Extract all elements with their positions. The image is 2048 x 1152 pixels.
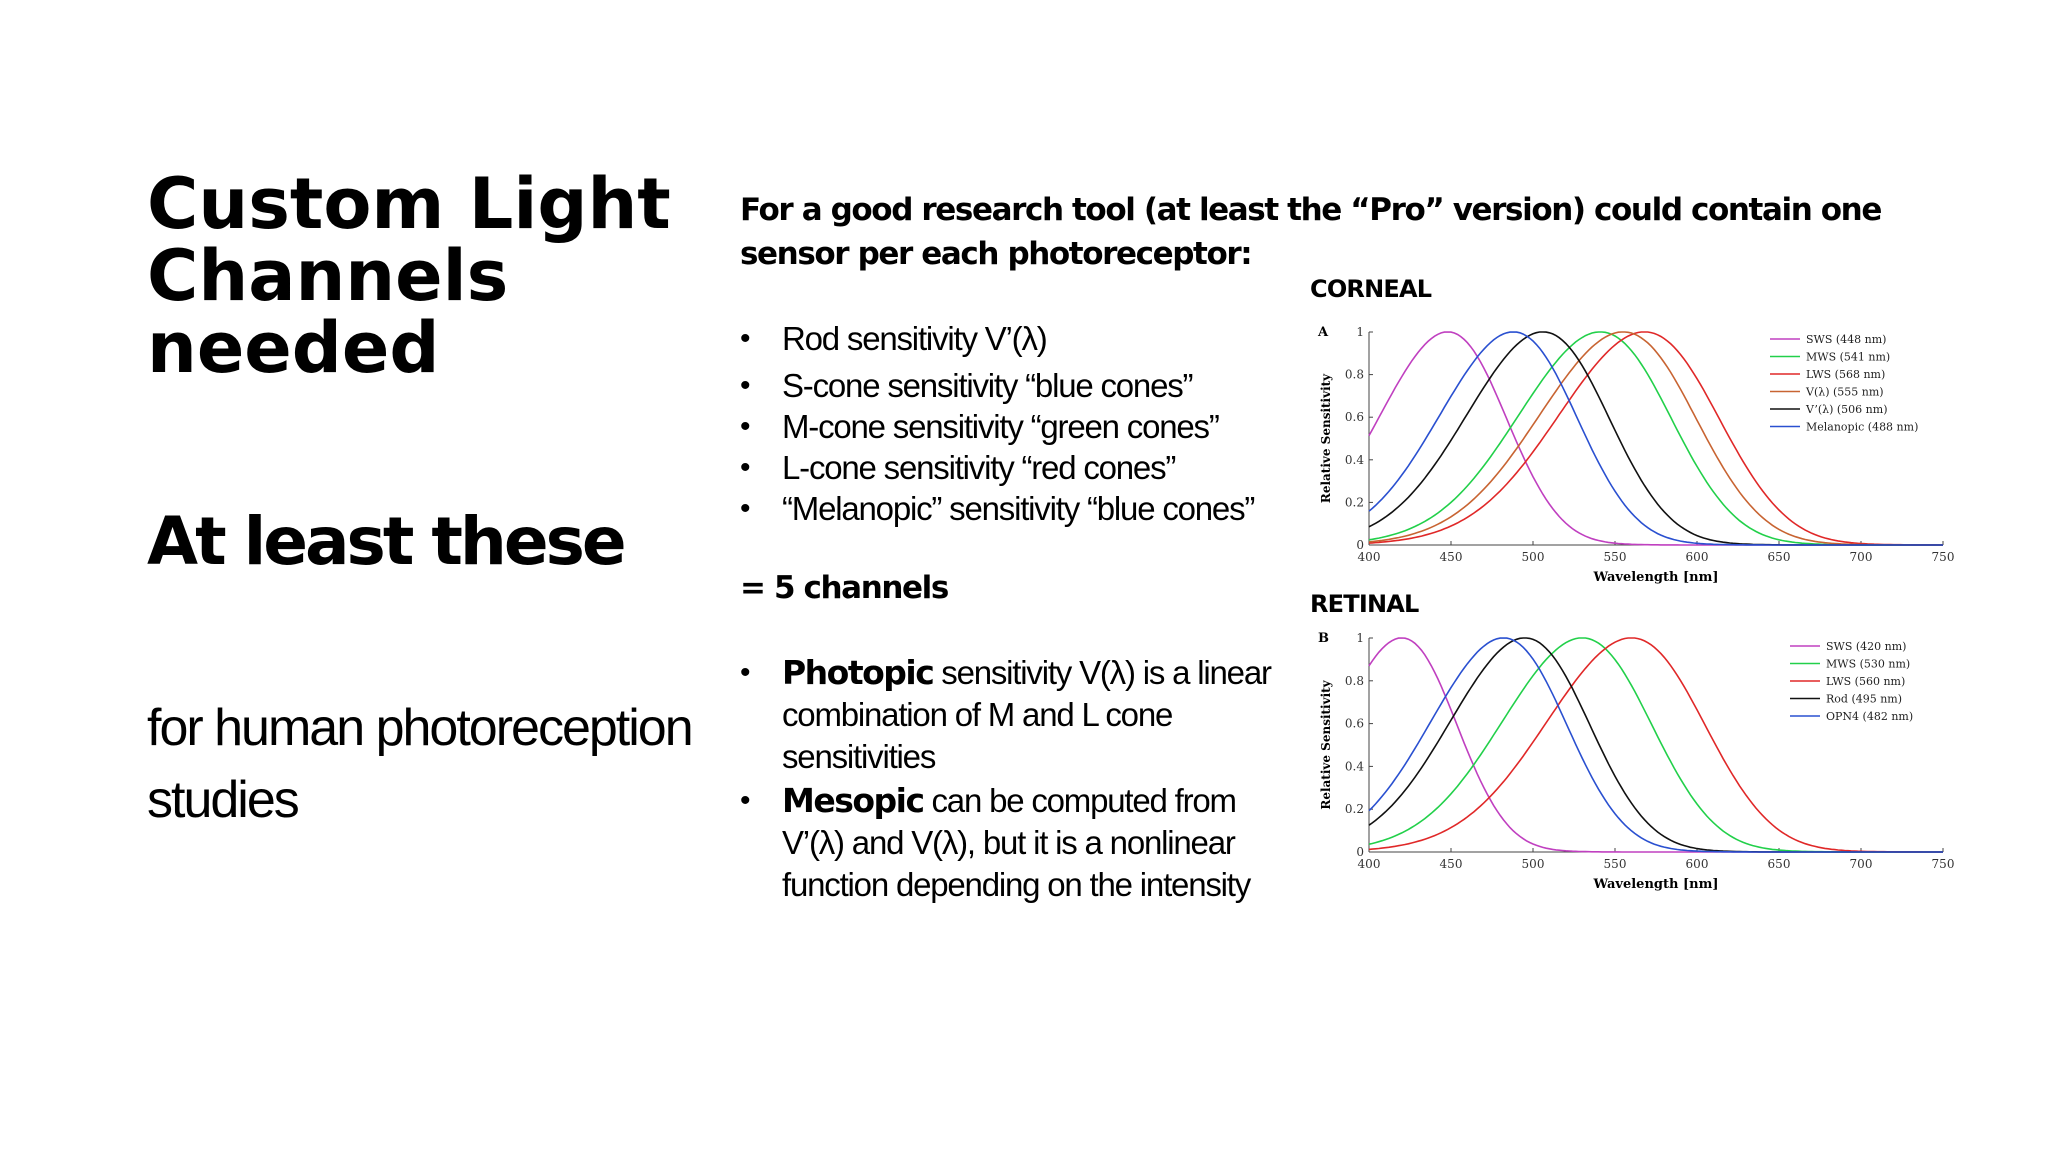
channel-count: = 5 channels bbox=[740, 570, 949, 606]
y-tick-label: 0.2 bbox=[1345, 495, 1364, 509]
slide-subtitle: At least these bbox=[147, 503, 627, 580]
x-tick-label: 600 bbox=[1686, 550, 1709, 564]
y-tick-label: 1 bbox=[1356, 325, 1364, 339]
x-tick-label: 750 bbox=[1932, 857, 1955, 871]
legend-entry: SWS (448 nm) bbox=[1806, 333, 1886, 346]
intro-text: For a good research tool (at least the “… bbox=[740, 192, 1882, 272]
panel-letter: A bbox=[1317, 325, 1329, 340]
y-tick-label: 0.8 bbox=[1345, 368, 1364, 382]
list-item: S-cone sensitivity “blue cones” bbox=[740, 365, 1300, 406]
x-tick-label: 600 bbox=[1686, 857, 1709, 871]
legend-entry: Melanopic (488 nm) bbox=[1806, 421, 1918, 434]
legend-entry: MWS (530 nm) bbox=[1826, 658, 1910, 671]
y-tick-label: 0.6 bbox=[1345, 410, 1364, 424]
photopic-label: Photopic bbox=[782, 653, 935, 692]
list-item: M-cone sensitivity “green cones” bbox=[740, 406, 1300, 447]
x-tick-label: 700 bbox=[1850, 857, 1873, 871]
x-tick-label: 400 bbox=[1358, 550, 1381, 564]
x-tick-label: 750 bbox=[1932, 550, 1955, 564]
retinal-sensitivity-chart: B 0 0.2 0.4 0.6 0.8 1 400 450 500 550 600 650 700 750 W… bbox=[1318, 631, 1955, 892]
corneal-label: CORNEAL bbox=[1310, 275, 1432, 303]
legend-entry: V(λ) (555 nm) bbox=[1805, 386, 1884, 399]
series-line bbox=[1368, 331, 1943, 546]
legend-entry: SWS (420 nm) bbox=[1826, 640, 1906, 653]
y-tick-label: 0 bbox=[1356, 538, 1364, 552]
list-item: Mesopic can be computed from V’(λ) and V… bbox=[740, 780, 1300, 906]
legend-entry: Rod (495 nm) bbox=[1826, 693, 1902, 706]
series-line bbox=[1368, 331, 1943, 546]
y-tick-label: 0.8 bbox=[1345, 674, 1364, 688]
x-tick-label: 450 bbox=[1440, 857, 1463, 871]
mesopic-text: can be computed from V’(λ) and V(λ), but… bbox=[782, 782, 1251, 903]
series-line bbox=[1368, 331, 1943, 546]
corneal-sensitivity-chart: A 0 0.2 0.4 0.6 0.8 1 400 450 500 550 600 650 700 750 W… bbox=[1317, 325, 1955, 585]
series-line bbox=[1368, 637, 1943, 853]
series-line bbox=[1368, 331, 1943, 546]
y-tick-label: 0.4 bbox=[1345, 759, 1364, 773]
legend-entry: LWS (568 nm) bbox=[1806, 368, 1885, 381]
y-tick-label: 1 bbox=[1356, 631, 1364, 645]
y-tick-label: 0 bbox=[1356, 845, 1364, 859]
series-line bbox=[1368, 331, 1943, 546]
y-tick-label: 0.2 bbox=[1345, 802, 1364, 816]
photoreceptor-list: Rod sensitivity V’(λ) S-cone sensitivity… bbox=[740, 318, 1300, 529]
legend-entry: MWS (541 nm) bbox=[1806, 351, 1890, 364]
legend-entry: OPN4 (482 nm) bbox=[1826, 710, 1913, 723]
x-axis-label: Wavelength [nm] bbox=[1593, 877, 1719, 892]
series-line bbox=[1368, 331, 1943, 546]
y-tick-label: 0.4 bbox=[1345, 453, 1364, 467]
legend-entry: V’(λ) (506 nm) bbox=[1805, 403, 1888, 416]
mesopic-label: Mesopic bbox=[782, 781, 925, 820]
x-tick-label: 550 bbox=[1604, 550, 1627, 564]
legend-entry: LWS (560 nm) bbox=[1826, 675, 1905, 688]
x-axis-label: Wavelength [nm] bbox=[1593, 570, 1719, 585]
notes-list: Photopic sensitivity V(λ) is a linear co… bbox=[740, 652, 1300, 906]
y-tick-label: 0.6 bbox=[1345, 717, 1364, 731]
x-tick-label: 450 bbox=[1440, 550, 1463, 564]
x-tick-label: 650 bbox=[1768, 857, 1791, 871]
x-tick-label: 500 bbox=[1522, 857, 1545, 871]
x-tick-label: 700 bbox=[1850, 550, 1873, 564]
x-tick-label: 400 bbox=[1358, 857, 1381, 871]
list-item: “Melanopic” sensitivity “blue cones” bbox=[740, 488, 1300, 529]
x-tick-label: 500 bbox=[1522, 550, 1545, 564]
y-axis-label: Relative Sensitivity bbox=[1319, 679, 1333, 809]
list-item: L-cone sensitivity “red cones” bbox=[740, 447, 1300, 488]
x-tick-label: 550 bbox=[1604, 857, 1627, 871]
y-axis-label: Relative Sensitivity bbox=[1319, 373, 1333, 503]
photopic-text: sensitivity V(λ) is a linear combination… bbox=[782, 654, 1272, 775]
slide-title: Custom Light Channels needed bbox=[147, 163, 671, 389]
panel-letter: B bbox=[1318, 631, 1329, 646]
list-item: Rod sensitivity V’(λ) bbox=[740, 318, 1300, 359]
retinal-label: RETINAL bbox=[1310, 590, 1419, 618]
list-item: Photopic sensitivity V(λ) is a linear co… bbox=[740, 652, 1300, 778]
slide-note: for human photoreception studies bbox=[147, 699, 694, 829]
series-line bbox=[1368, 637, 1943, 853]
x-tick-label: 650 bbox=[1768, 550, 1791, 564]
